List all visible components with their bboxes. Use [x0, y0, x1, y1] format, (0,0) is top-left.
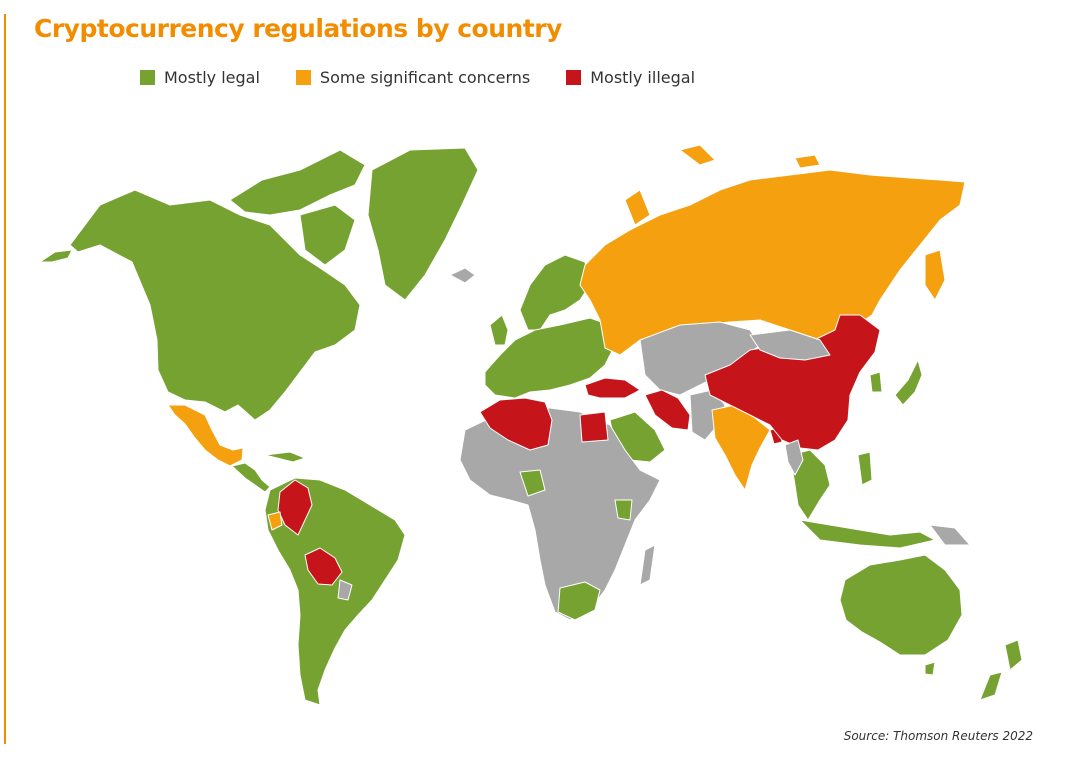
- legend-label-legal: Mostly legal: [164, 68, 260, 87]
- region-ecuador: [267, 511, 283, 531]
- region-baffin-island: [299, 204, 356, 266]
- region-southeast-asia: [789, 449, 831, 521]
- region-nigeria: [519, 469, 546, 497]
- region-south-america: [264, 477, 406, 706]
- region-caribbean: [264, 451, 306, 463]
- region-kenya: [614, 499, 633, 521]
- region-southern-africa: [557, 581, 601, 621]
- region-tasmania: [924, 661, 936, 676]
- region-canada-arctic: [229, 149, 366, 216]
- region-europe: [484, 317, 616, 399]
- region-australia: [839, 554, 963, 656]
- legend-item-illegal: Mostly illegal: [566, 68, 695, 87]
- region-algeria-morocco: [479, 397, 553, 451]
- region-alaska-islands: [39, 249, 73, 263]
- map-title: Cryptocurrency regulations by country: [34, 14, 562, 43]
- region-kamchatka: [924, 249, 946, 301]
- region-bolivia: [304, 547, 343, 586]
- region-korea: [869, 371, 883, 393]
- region-central-america: [231, 462, 271, 493]
- legend-item-legal: Mostly legal: [140, 68, 260, 87]
- legend-swatch-concerns: [295, 70, 311, 85]
- region-russia: [579, 169, 966, 356]
- region-iceland: [449, 267, 476, 284]
- region-scandinavia: [519, 254, 591, 331]
- region-uk: [489, 314, 509, 346]
- source-note: Source: Thomson Reuters 2022: [843, 729, 1033, 743]
- region-japan: [894, 359, 923, 406]
- region-russia-islands: [624, 144, 821, 226]
- region-greenland: [367, 147, 479, 301]
- region-madagascar: [639, 544, 656, 586]
- region-philippines: [857, 451, 873, 486]
- region-myanmar: [784, 439, 804, 476]
- region-iran: [644, 389, 691, 431]
- region-mongolia: [749, 329, 831, 361]
- accent-rule: [4, 14, 6, 744]
- region-turkey: [584, 377, 641, 399]
- region-mexico: [167, 404, 244, 467]
- legend-item-concerns: Some significant concerns: [295, 68, 531, 87]
- legend-label-concerns: Some significant concerns: [319, 68, 531, 87]
- region-png: [929, 524, 971, 546]
- region-south-america-nodata: [337, 579, 353, 601]
- legend: Mostly legal Some significant concerns M…: [140, 68, 695, 87]
- region-new-zealand: [979, 639, 1023, 701]
- region-egypt: [579, 411, 609, 443]
- region-north-america: [69, 189, 361, 421]
- legend-swatch-illegal: [566, 70, 582, 85]
- legend-swatch-legal: [140, 70, 155, 85]
- legend-label-illegal: Mostly illegal: [590, 68, 696, 87]
- region-indonesia: [799, 519, 936, 549]
